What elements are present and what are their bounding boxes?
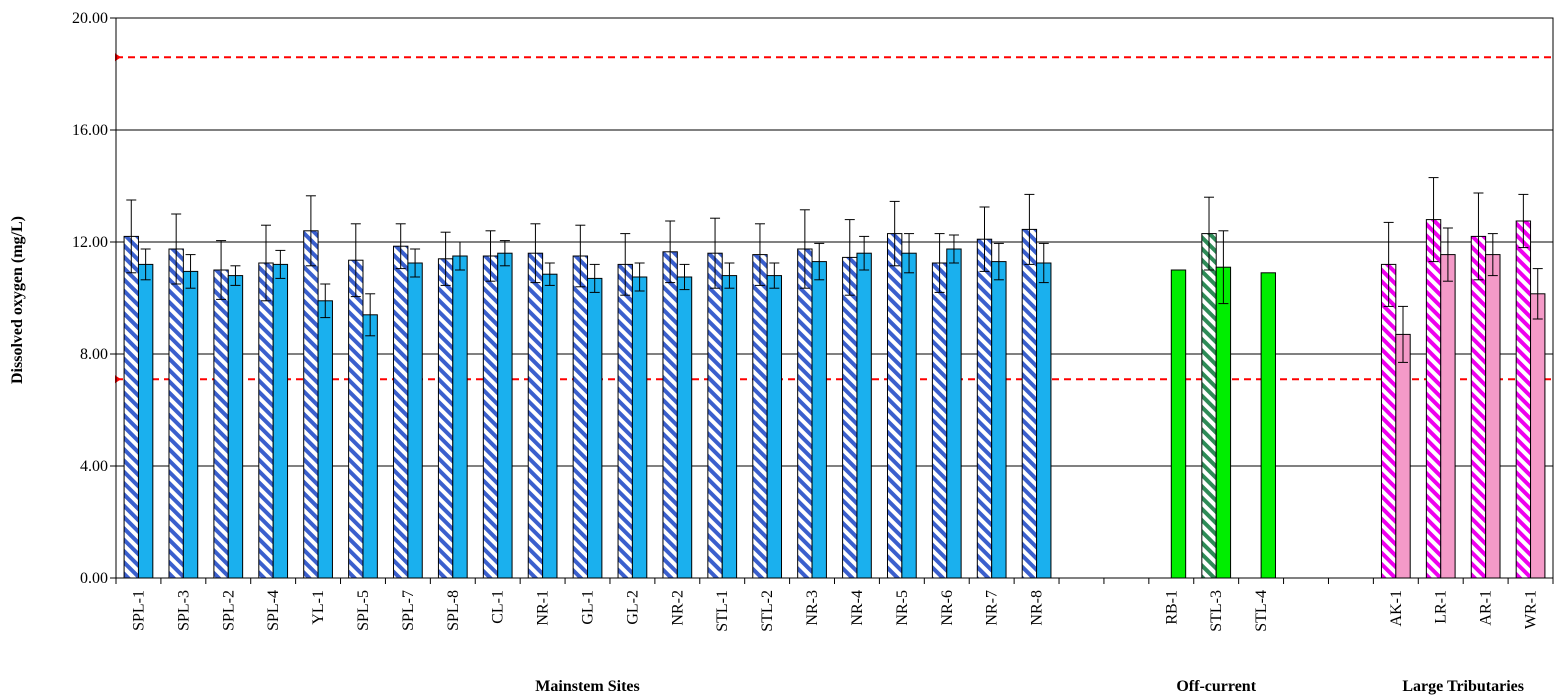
x-tick-label: NR-6 <box>939 590 956 626</box>
x-tick-label: SPL-5 <box>355 590 372 631</box>
group-label: Mainstem Sites <box>535 678 639 695</box>
solid-bar <box>587 277 603 579</box>
hatched-bar <box>1515 220 1532 579</box>
y-tick-label: 20.00 <box>72 10 108 27</box>
solid-bar <box>946 248 962 579</box>
y-tick-label: 4.00 <box>80 458 108 475</box>
hatched-bar <box>303 230 319 579</box>
x-tick-label: NR-8 <box>1029 590 1046 626</box>
hatched-bar <box>797 248 813 579</box>
hatched-bar <box>123 235 139 579</box>
solid-bar <box>1260 272 1276 579</box>
x-tick-label: SPL-8 <box>445 590 462 631</box>
hatched-bar <box>527 252 544 579</box>
group-label: Off-current <box>1176 678 1256 695</box>
x-tick-label: NR-1 <box>535 590 552 626</box>
y-tick-label: 16.00 <box>72 122 108 139</box>
y-tick-label: 12.00 <box>72 234 108 251</box>
solid-bar <box>497 252 513 579</box>
hatched-bar <box>572 255 589 579</box>
solid-bar <box>856 252 872 579</box>
solid-bar <box>137 263 154 579</box>
x-tick-label: AK-1 <box>1388 590 1405 626</box>
y-axis-title: Dissolved oxygen (mg/L) <box>9 216 26 384</box>
y-tick-label: 8.00 <box>80 346 108 363</box>
x-tick-label: YL-1 <box>310 590 327 625</box>
solid-bar <box>991 261 1007 579</box>
solid-bar <box>766 275 783 579</box>
x-tick-label: WR-1 <box>1523 590 1540 629</box>
hatched-bar <box>842 256 858 579</box>
solid-bar <box>362 314 378 579</box>
solid-bar <box>542 273 558 579</box>
x-tick-label: GL-1 <box>580 590 597 625</box>
x-tick-label: SPL-3 <box>175 590 192 631</box>
solid-bar <box>721 275 738 579</box>
hatched-bar <box>168 248 184 579</box>
x-tick-label: LR-1 <box>1433 590 1450 624</box>
solid-bar <box>1215 266 1232 579</box>
hatched-bar <box>1201 233 1217 579</box>
hatched-bar <box>662 251 678 579</box>
x-tick-label: STL-3 <box>1208 590 1225 632</box>
solid-bar <box>1530 293 1546 579</box>
hatched-bar <box>707 252 723 579</box>
solid-bar <box>227 275 244 579</box>
solid-bar <box>811 261 827 579</box>
x-tick-label: SPL-2 <box>220 590 237 631</box>
y-tick-label: 0.00 <box>80 570 108 587</box>
solid-bar <box>901 252 917 579</box>
solid-bar <box>182 270 199 579</box>
hatched-bar <box>437 258 454 579</box>
solid-bar <box>452 255 468 579</box>
hatched-bar <box>617 263 633 579</box>
x-tick-label: NR-7 <box>984 590 1001 626</box>
x-tick-label: NR-2 <box>669 590 686 626</box>
hatched-bar <box>213 269 229 579</box>
hatched-bar <box>393 245 409 579</box>
hatched-bar <box>1021 228 1038 579</box>
x-tick-label: NR-3 <box>804 590 821 626</box>
hatched-bar <box>258 262 274 579</box>
solid-bar <box>407 262 423 579</box>
x-tick-label: SPL-1 <box>130 590 147 631</box>
hatched-bar <box>931 262 948 579</box>
x-tick-label: NR-4 <box>849 590 866 626</box>
x-tick-label: SPL-7 <box>400 590 417 631</box>
solid-bar <box>1485 254 1501 579</box>
hatched-bar <box>1380 263 1397 579</box>
solid-bar <box>676 276 693 579</box>
hatched-bar <box>752 254 768 579</box>
hatched-bar <box>482 255 499 579</box>
hatched-bar <box>976 238 993 579</box>
x-tick-label: RB-1 <box>1163 590 1180 625</box>
hatched-bar <box>1470 235 1487 579</box>
x-tick-label: STL-2 <box>759 590 776 632</box>
solid-bar <box>1036 262 1052 579</box>
x-tick-label: CL-1 <box>490 590 507 624</box>
x-tick-label: STL-4 <box>1253 590 1270 632</box>
hatched-bar <box>886 233 903 579</box>
solid-bar <box>631 276 648 579</box>
x-tick-label: STL-1 <box>714 590 731 632</box>
bars <box>123 177 1546 579</box>
solid-bar <box>1440 254 1456 579</box>
solid-bar <box>272 263 289 579</box>
solid-bar <box>1170 269 1187 579</box>
x-tick-label: NR-5 <box>894 590 911 626</box>
hatched-bar <box>1425 219 1442 579</box>
axes: 0.00 4.00 8.00 12.00 16.00 20.00 SPL-1 SPL-3 SPL… <box>72 10 1554 695</box>
hatched-bar <box>348 259 364 579</box>
x-tick-label: AR-1 <box>1478 590 1495 626</box>
solid-bar <box>317 300 333 579</box>
x-tick-label: GL-2 <box>624 590 641 625</box>
x-tick-label: SPL-4 <box>265 590 282 631</box>
group-label: Large Tributaries <box>1402 678 1524 695</box>
solid-bar <box>1395 333 1411 579</box>
